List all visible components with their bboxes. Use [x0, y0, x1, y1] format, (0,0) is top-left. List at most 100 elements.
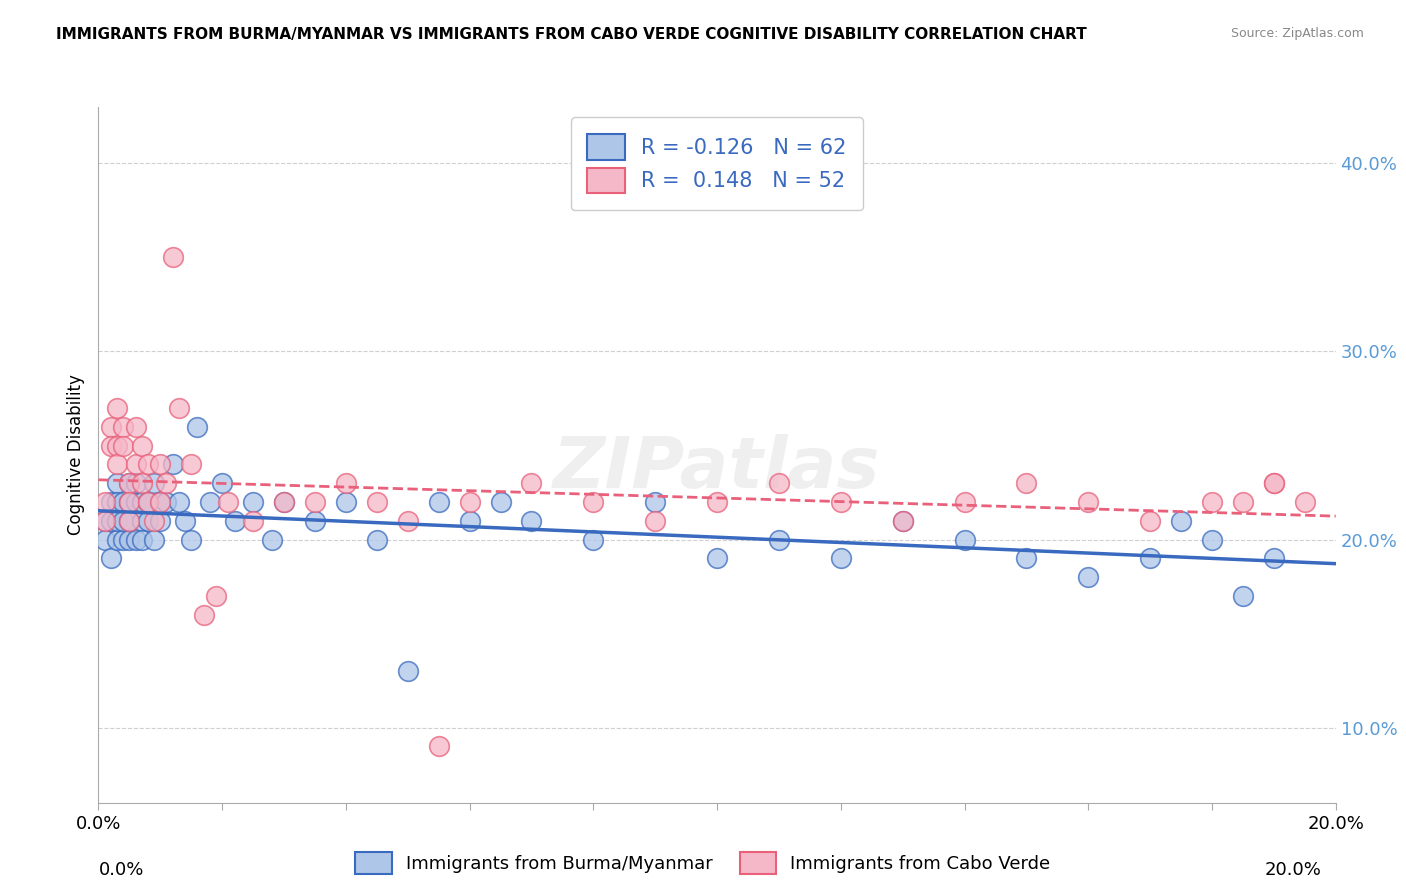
Point: [93, 495, 115, 509]
Point: [155, 476, 177, 491]
Point: [304, 514, 326, 528]
Point: [131, 476, 153, 491]
Point: [520, 514, 543, 528]
Point: [198, 495, 221, 509]
Point: [396, 664, 419, 678]
Point: [155, 495, 177, 509]
Point: [105, 514, 128, 528]
Point: [105, 401, 128, 415]
Point: [1263, 551, 1285, 566]
Point: [136, 495, 159, 509]
Point: [105, 495, 128, 509]
Text: ZIPatlas: ZIPatlas: [554, 434, 880, 503]
Point: [131, 495, 153, 509]
Point: [1139, 551, 1161, 566]
Point: [143, 533, 166, 547]
Point: [136, 458, 159, 472]
Point: [335, 476, 357, 491]
Point: [644, 514, 666, 528]
Point: [458, 495, 481, 509]
Point: [167, 401, 190, 415]
Point: [1201, 495, 1223, 509]
Point: [891, 514, 914, 528]
Point: [100, 551, 122, 566]
Point: [143, 514, 166, 528]
Point: [93, 514, 115, 528]
Point: [273, 495, 295, 509]
Point: [112, 514, 135, 528]
Point: [167, 495, 190, 509]
Point: [131, 514, 153, 528]
Text: Source: ZipAtlas.com: Source: ZipAtlas.com: [1230, 27, 1364, 40]
Point: [217, 495, 239, 509]
Point: [260, 533, 283, 547]
Text: 20.0%: 20.0%: [1265, 861, 1322, 879]
Point: [105, 476, 128, 491]
Point: [124, 458, 146, 472]
Point: [180, 458, 202, 472]
Point: [891, 514, 914, 528]
Point: [1263, 476, 1285, 491]
Point: [335, 495, 357, 509]
Point: [211, 476, 233, 491]
Point: [136, 495, 159, 509]
Point: [118, 514, 141, 528]
Point: [953, 533, 976, 547]
Point: [112, 495, 135, 509]
Point: [118, 495, 141, 509]
Point: [205, 589, 228, 603]
Point: [136, 514, 159, 528]
Point: [124, 476, 146, 491]
Point: [105, 438, 128, 452]
Point: [427, 495, 450, 509]
Point: [100, 495, 122, 509]
Point: [706, 551, 728, 566]
Point: [193, 607, 215, 622]
Point: [458, 514, 481, 528]
Point: [118, 476, 141, 491]
Text: IMMIGRANTS FROM BURMA/MYANMAR VS IMMIGRANTS FROM CABO VERDE COGNITIVE DISABILITY: IMMIGRANTS FROM BURMA/MYANMAR VS IMMIGRA…: [56, 27, 1087, 42]
Point: [112, 419, 135, 434]
Point: [273, 495, 295, 509]
Point: [93, 533, 115, 547]
Legend: R = -0.126   N = 62, R =  0.148   N = 52: R = -0.126 N = 62, R = 0.148 N = 52: [571, 118, 863, 210]
Point: [105, 533, 128, 547]
Point: [149, 495, 172, 509]
Point: [131, 533, 153, 547]
Point: [1077, 570, 1099, 584]
Point: [427, 739, 450, 754]
Point: [149, 495, 172, 509]
Point: [582, 495, 605, 509]
Point: [1015, 476, 1038, 491]
Point: [582, 533, 605, 547]
Point: [768, 476, 790, 491]
Point: [149, 514, 172, 528]
Point: [768, 533, 790, 547]
Point: [124, 533, 146, 547]
Point: [149, 458, 172, 472]
Y-axis label: Cognitive Disability: Cognitive Disability: [66, 375, 84, 535]
Point: [1294, 495, 1316, 509]
Point: [93, 514, 115, 528]
Point: [366, 495, 388, 509]
Point: [118, 514, 141, 528]
Point: [100, 438, 122, 452]
Point: [143, 476, 166, 491]
Point: [112, 438, 135, 452]
Point: [112, 533, 135, 547]
Point: [105, 458, 128, 472]
Point: [1139, 514, 1161, 528]
Point: [162, 458, 184, 472]
Point: [1263, 476, 1285, 491]
Point: [186, 419, 208, 434]
Point: [1232, 589, 1254, 603]
Point: [706, 495, 728, 509]
Point: [1170, 514, 1192, 528]
Point: [224, 514, 246, 528]
Point: [1232, 495, 1254, 509]
Point: [118, 495, 141, 509]
Text: 0.0%: 0.0%: [98, 861, 143, 879]
Point: [100, 514, 122, 528]
Point: [180, 533, 202, 547]
Point: [242, 495, 264, 509]
